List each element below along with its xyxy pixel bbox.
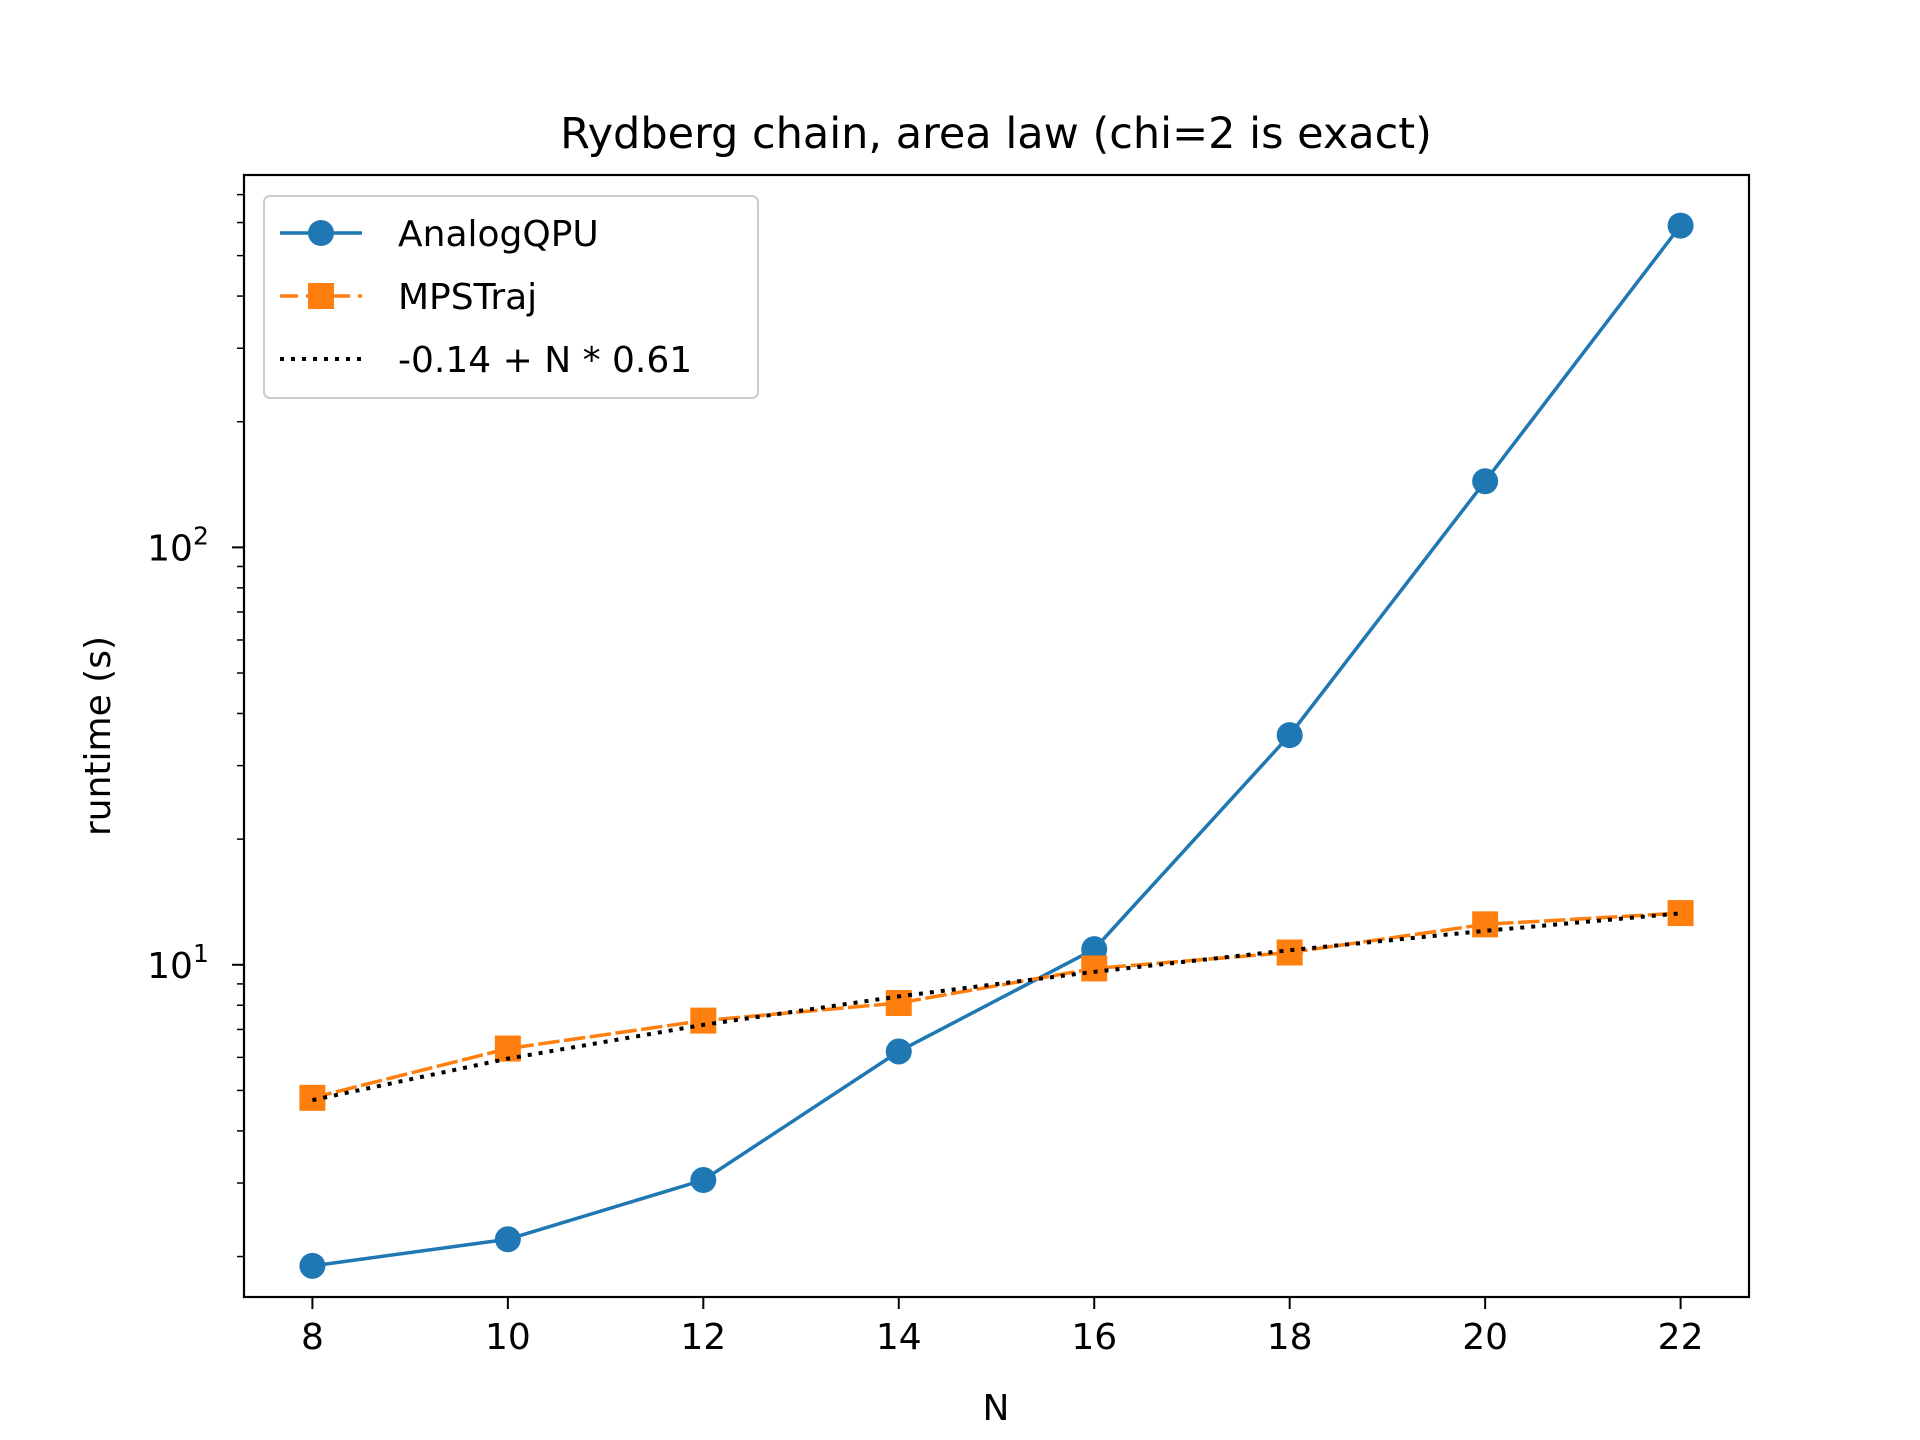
data-point	[1667, 212, 1694, 239]
legend-marker	[308, 283, 334, 309]
series-analogqpu	[299, 212, 1694, 1279]
data-point	[299, 1084, 326, 1111]
x-tick-label: 18	[1267, 1317, 1313, 1358]
legend-item: AnalogQPU	[280, 214, 599, 255]
data-point	[690, 1167, 717, 1194]
y-tick-exponent: 2	[193, 521, 209, 550]
data-point	[1472, 911, 1499, 938]
y-axis-label: runtime (s)	[78, 636, 119, 836]
data-point	[1081, 955, 1108, 982]
data-point	[494, 1226, 521, 1253]
data-point	[299, 1252, 326, 1279]
legend: AnalogQPU MPSTraj -0.14 + N * 0.61	[263, 195, 759, 399]
y-tick-exponent: 1	[193, 939, 209, 968]
legend-label: -0.14 + N * 0.61	[398, 340, 692, 381]
legend-item: -0.14 + N * 0.61	[280, 340, 692, 381]
legend-item: MPSTraj	[280, 277, 537, 318]
data-point	[1667, 900, 1694, 927]
data-point	[1276, 722, 1303, 749]
x-tick-label: 16	[1071, 1317, 1117, 1358]
x-tick-label: 14	[876, 1317, 922, 1358]
x-axis: 8 10 12 14 16 18 20 22	[301, 1297, 1704, 1358]
y-tick-label: 101	[147, 939, 209, 987]
x-tick-label: 10	[485, 1317, 531, 1358]
y-tick-label: 102	[147, 521, 209, 569]
x-tick-label: 8	[301, 1317, 324, 1358]
data-point	[1472, 468, 1499, 495]
legend-label: AnalogQPU	[398, 214, 599, 255]
legend-box	[263, 195, 759, 399]
chart-title: Rydberg chain, area law (chi=2 is exact)	[560, 109, 1432, 159]
data-point	[885, 1038, 912, 1065]
y-tick-base: 10	[147, 528, 193, 569]
x-tick-label: 20	[1462, 1317, 1508, 1358]
y-tick-base: 10	[147, 946, 193, 987]
data-point	[690, 1007, 717, 1034]
legend-label: MPSTraj	[398, 277, 537, 318]
x-tick-label: 22	[1658, 1317, 1704, 1358]
plot-area	[299, 212, 1694, 1279]
legend-marker	[308, 220, 334, 246]
series-0-14-n-0-61	[311, 911, 1681, 1103]
series-line	[310, 223, 1684, 1268]
x-axis-label: N	[983, 1388, 1010, 1429]
plot-frame	[242, 173, 1751, 1299]
data-point	[885, 989, 912, 1016]
x-tick-label: 12	[680, 1317, 726, 1358]
series-line	[311, 911, 1681, 1103]
